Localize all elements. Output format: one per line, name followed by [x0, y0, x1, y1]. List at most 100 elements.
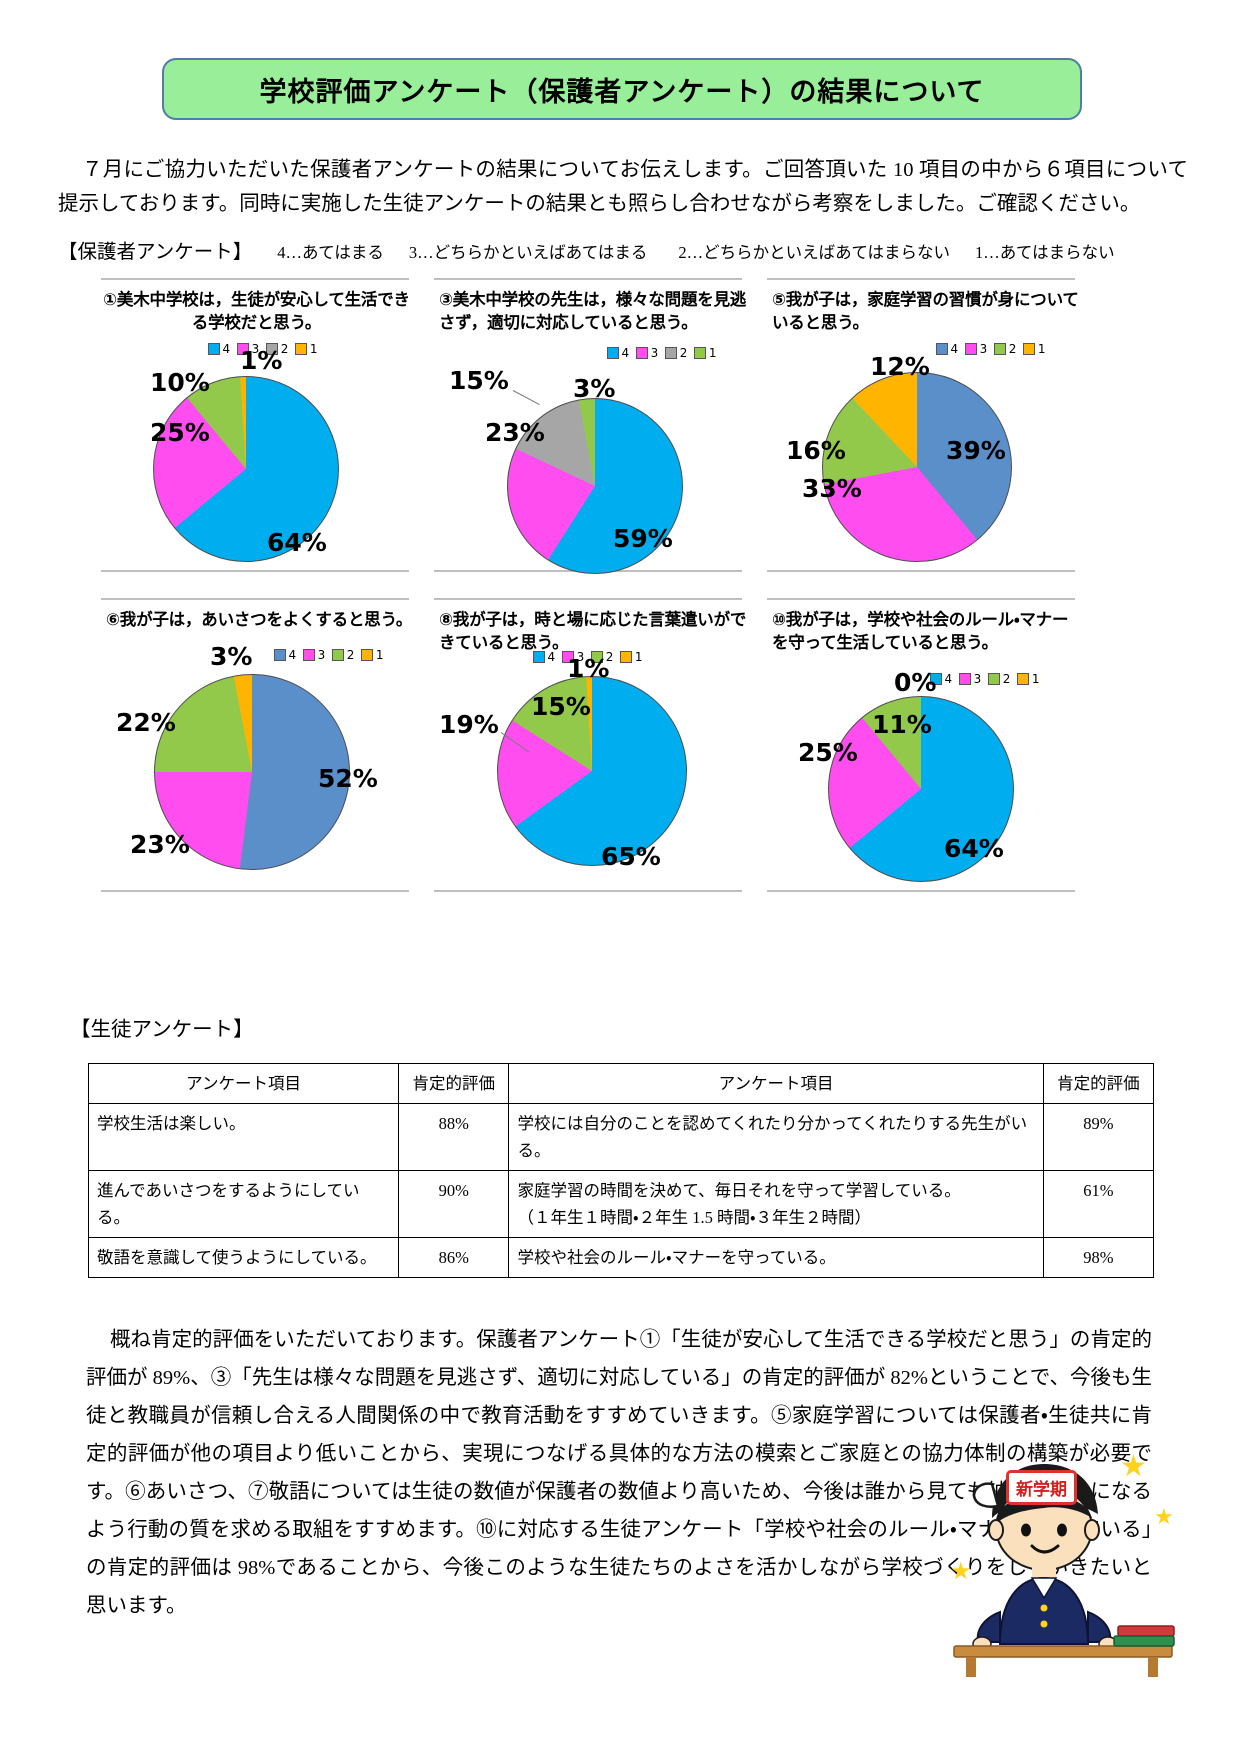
legend-item-1: 1	[1023, 342, 1046, 356]
student-illustration: ★ ★ ★ 新学期	[940, 1448, 1190, 1678]
chart-cell-3: ③美木中学校の先生は，様々な問題を見逃さず，適切に対応していると思う。 4 3 …	[421, 278, 754, 574]
legend-item-1: 1	[1017, 672, 1040, 686]
chart-1: ①美木中学校は，生徒が安心して生活できる学校だと思う。 4 3 2 1 10% …	[92, 280, 417, 570]
chart-6-pie-area	[154, 674, 350, 870]
legend-label: 3	[650, 346, 659, 360]
legend-item-4: 4	[274, 648, 296, 662]
legend-item-2: 2	[332, 648, 354, 662]
row-pct-right: 89%	[1042, 1103, 1155, 1171]
intro-paragraph: ７月にご協力いただいた保護者アンケートの結果についてお伝えします。ご回答頂いた …	[58, 158, 1188, 215]
chart-6-legend: 4 3 2 1	[274, 648, 384, 662]
chart-1-label-3: 25%	[150, 418, 210, 447]
row-item-right-main: 家庭学習の時間を決めて、毎日それを守って学習している。	[517, 1181, 961, 1200]
legend-item-4: 4	[930, 672, 952, 686]
legend-swatch-icon	[994, 343, 1007, 355]
row-pct-left: 88%	[398, 1103, 510, 1171]
chart-10-legend: 4 3 2 1	[930, 672, 1040, 686]
chart-10-title: ⑩我が子は，学校や社会のルール・マナーを守って生活していると思う。	[772, 610, 1069, 652]
chart-10-label-4: 64%	[944, 834, 1004, 863]
chart-8-legend: 4 3 2 1	[533, 650, 643, 664]
chart-10-label-2: 11%	[872, 710, 932, 739]
legend-label: 3	[979, 342, 988, 356]
legend-label: 2	[280, 342, 289, 356]
chart-8-pie-area	[497, 676, 687, 866]
legend-swatch-icon	[636, 347, 649, 359]
chart-1-pie-area	[153, 376, 339, 562]
legend-item-3: 3	[965, 342, 987, 356]
conclusion-paragraph: 概ね肯定的評価をいただいております。保護者アンケート①「生徒が安心して生活できる…	[86, 1328, 1152, 1617]
legend-item-3: 3	[562, 650, 584, 664]
legend-swatch-icon	[361, 649, 374, 661]
legend-label: 3	[576, 650, 585, 664]
row-item-left: 進んであいさつをするようにしている。	[87, 1170, 400, 1238]
legend-swatch-icon	[208, 343, 220, 355]
chart-1-label-2: 10%	[150, 368, 210, 397]
chart-8-label-4: 65%	[601, 842, 661, 871]
charts-grid: ①美木中学校は，生徒が安心して生活できる学校だと思う。 4 3 2 1 10% …	[88, 278, 1088, 892]
legend-item-1: 1	[694, 346, 717, 360]
table-header-row: アンケート項目 肯定的評価 アンケート項目 肯定的評価	[87, 1063, 1155, 1104]
legend-label: 4	[288, 648, 297, 662]
divider	[766, 278, 1075, 280]
divider	[433, 598, 742, 600]
row-item-right: 家庭学習の時間を決めて、毎日それを守って学習している。 （１年生１時間・２年生 …	[508, 1170, 1044, 1238]
legend-item-4: 4	[533, 650, 555, 664]
chart-3-label-2: 15%	[449, 366, 509, 395]
chart-8: ⑧我が子は，時と場に応じた言葉遣いができていると思う。 4 3 2 1 1% 1…	[425, 600, 750, 890]
chart-3-legend: 4 3 2 1	[607, 346, 717, 360]
chart-10-label-3: 25%	[798, 738, 858, 767]
divider	[100, 890, 409, 892]
legend-item-4: 4	[936, 342, 958, 356]
row-item-left: 学校生活は楽しい。	[87, 1103, 400, 1171]
chart-1-label-4: 64%	[267, 528, 327, 557]
divider	[433, 278, 742, 280]
table-row: 学校生活は楽しい。 88% 学校には自分のことを認めてくれたり分かってくれたりす…	[87, 1103, 1155, 1171]
chart-3-label-1: 3%	[573, 374, 616, 403]
legend-item-4: 4	[208, 342, 230, 356]
student-survey-table: アンケート項目 肯定的評価 アンケート項目 肯定的評価 学校生活は楽しい。 88…	[87, 1063, 1155, 1278]
row-item-right: 学校や社会のルール・マナーを守っている。	[508, 1237, 1044, 1278]
student-survey-label: 【生徒アンケート】	[70, 1019, 254, 1041]
header-item-left: アンケート項目	[87, 1063, 400, 1104]
row-pct-left: 86%	[398, 1237, 510, 1278]
star-icon: ★	[1120, 1450, 1147, 1483]
legend-item-2: 2	[591, 650, 613, 664]
divider	[766, 598, 1075, 600]
divider	[100, 598, 409, 600]
chart-8-label-3: 19%	[439, 710, 499, 739]
legend-swatch-icon	[988, 673, 1001, 685]
row-pct-left: 90%	[398, 1170, 510, 1238]
legend-label: 2	[605, 650, 614, 664]
legend-swatch-icon	[694, 347, 707, 359]
legend-item-2: 2	[665, 346, 687, 360]
legend-item-2: 2	[994, 342, 1016, 356]
scale-option-4: 4…あてはまる	[277, 243, 384, 262]
legend-swatch-icon	[665, 347, 678, 359]
chart-1-pie	[153, 376, 339, 562]
chart-10-label-1: 0%	[894, 668, 937, 697]
scale-option-1: 1…あてはまらない	[975, 243, 1115, 262]
chart-6-label-1: 3%	[210, 642, 253, 671]
chart-1-legend: 4 3 2 1	[208, 342, 318, 356]
parent-survey-label: 【保護者アンケート】	[58, 242, 253, 263]
chart-1-title: ①美木中学校は，生徒が安心して生活できる学校だと思う。	[103, 290, 410, 332]
divider	[100, 278, 409, 280]
legend-label: 1	[375, 648, 384, 662]
legend-swatch-icon	[332, 649, 345, 661]
legend-swatch-icon	[620, 651, 633, 663]
legend-label: 1	[634, 650, 643, 664]
row-item-right: 学校には自分のことを認めてくれたり分かってくれたりする先生がいる。	[508, 1103, 1044, 1171]
chart-5-label-4: 39%	[946, 436, 1006, 465]
legend-swatch-icon	[274, 649, 286, 661]
legend-swatch-icon	[562, 651, 575, 663]
chart-3-title: ③美木中学校の先生は，様々な問題を見逃さず，適切に対応していると思う。	[439, 290, 747, 332]
chart-3-pie-area	[507, 398, 683, 574]
legend-swatch-icon	[533, 651, 545, 663]
chart-5-legend: 4 3 2 1	[936, 342, 1046, 356]
star-icon: ★	[1154, 1504, 1174, 1529]
row-pct-right: 61%	[1042, 1170, 1155, 1238]
chart-5-pie	[822, 372, 1012, 562]
legend-label: 1	[708, 346, 717, 360]
legend-swatch-icon	[965, 343, 978, 355]
legend-label: 4	[944, 672, 953, 686]
